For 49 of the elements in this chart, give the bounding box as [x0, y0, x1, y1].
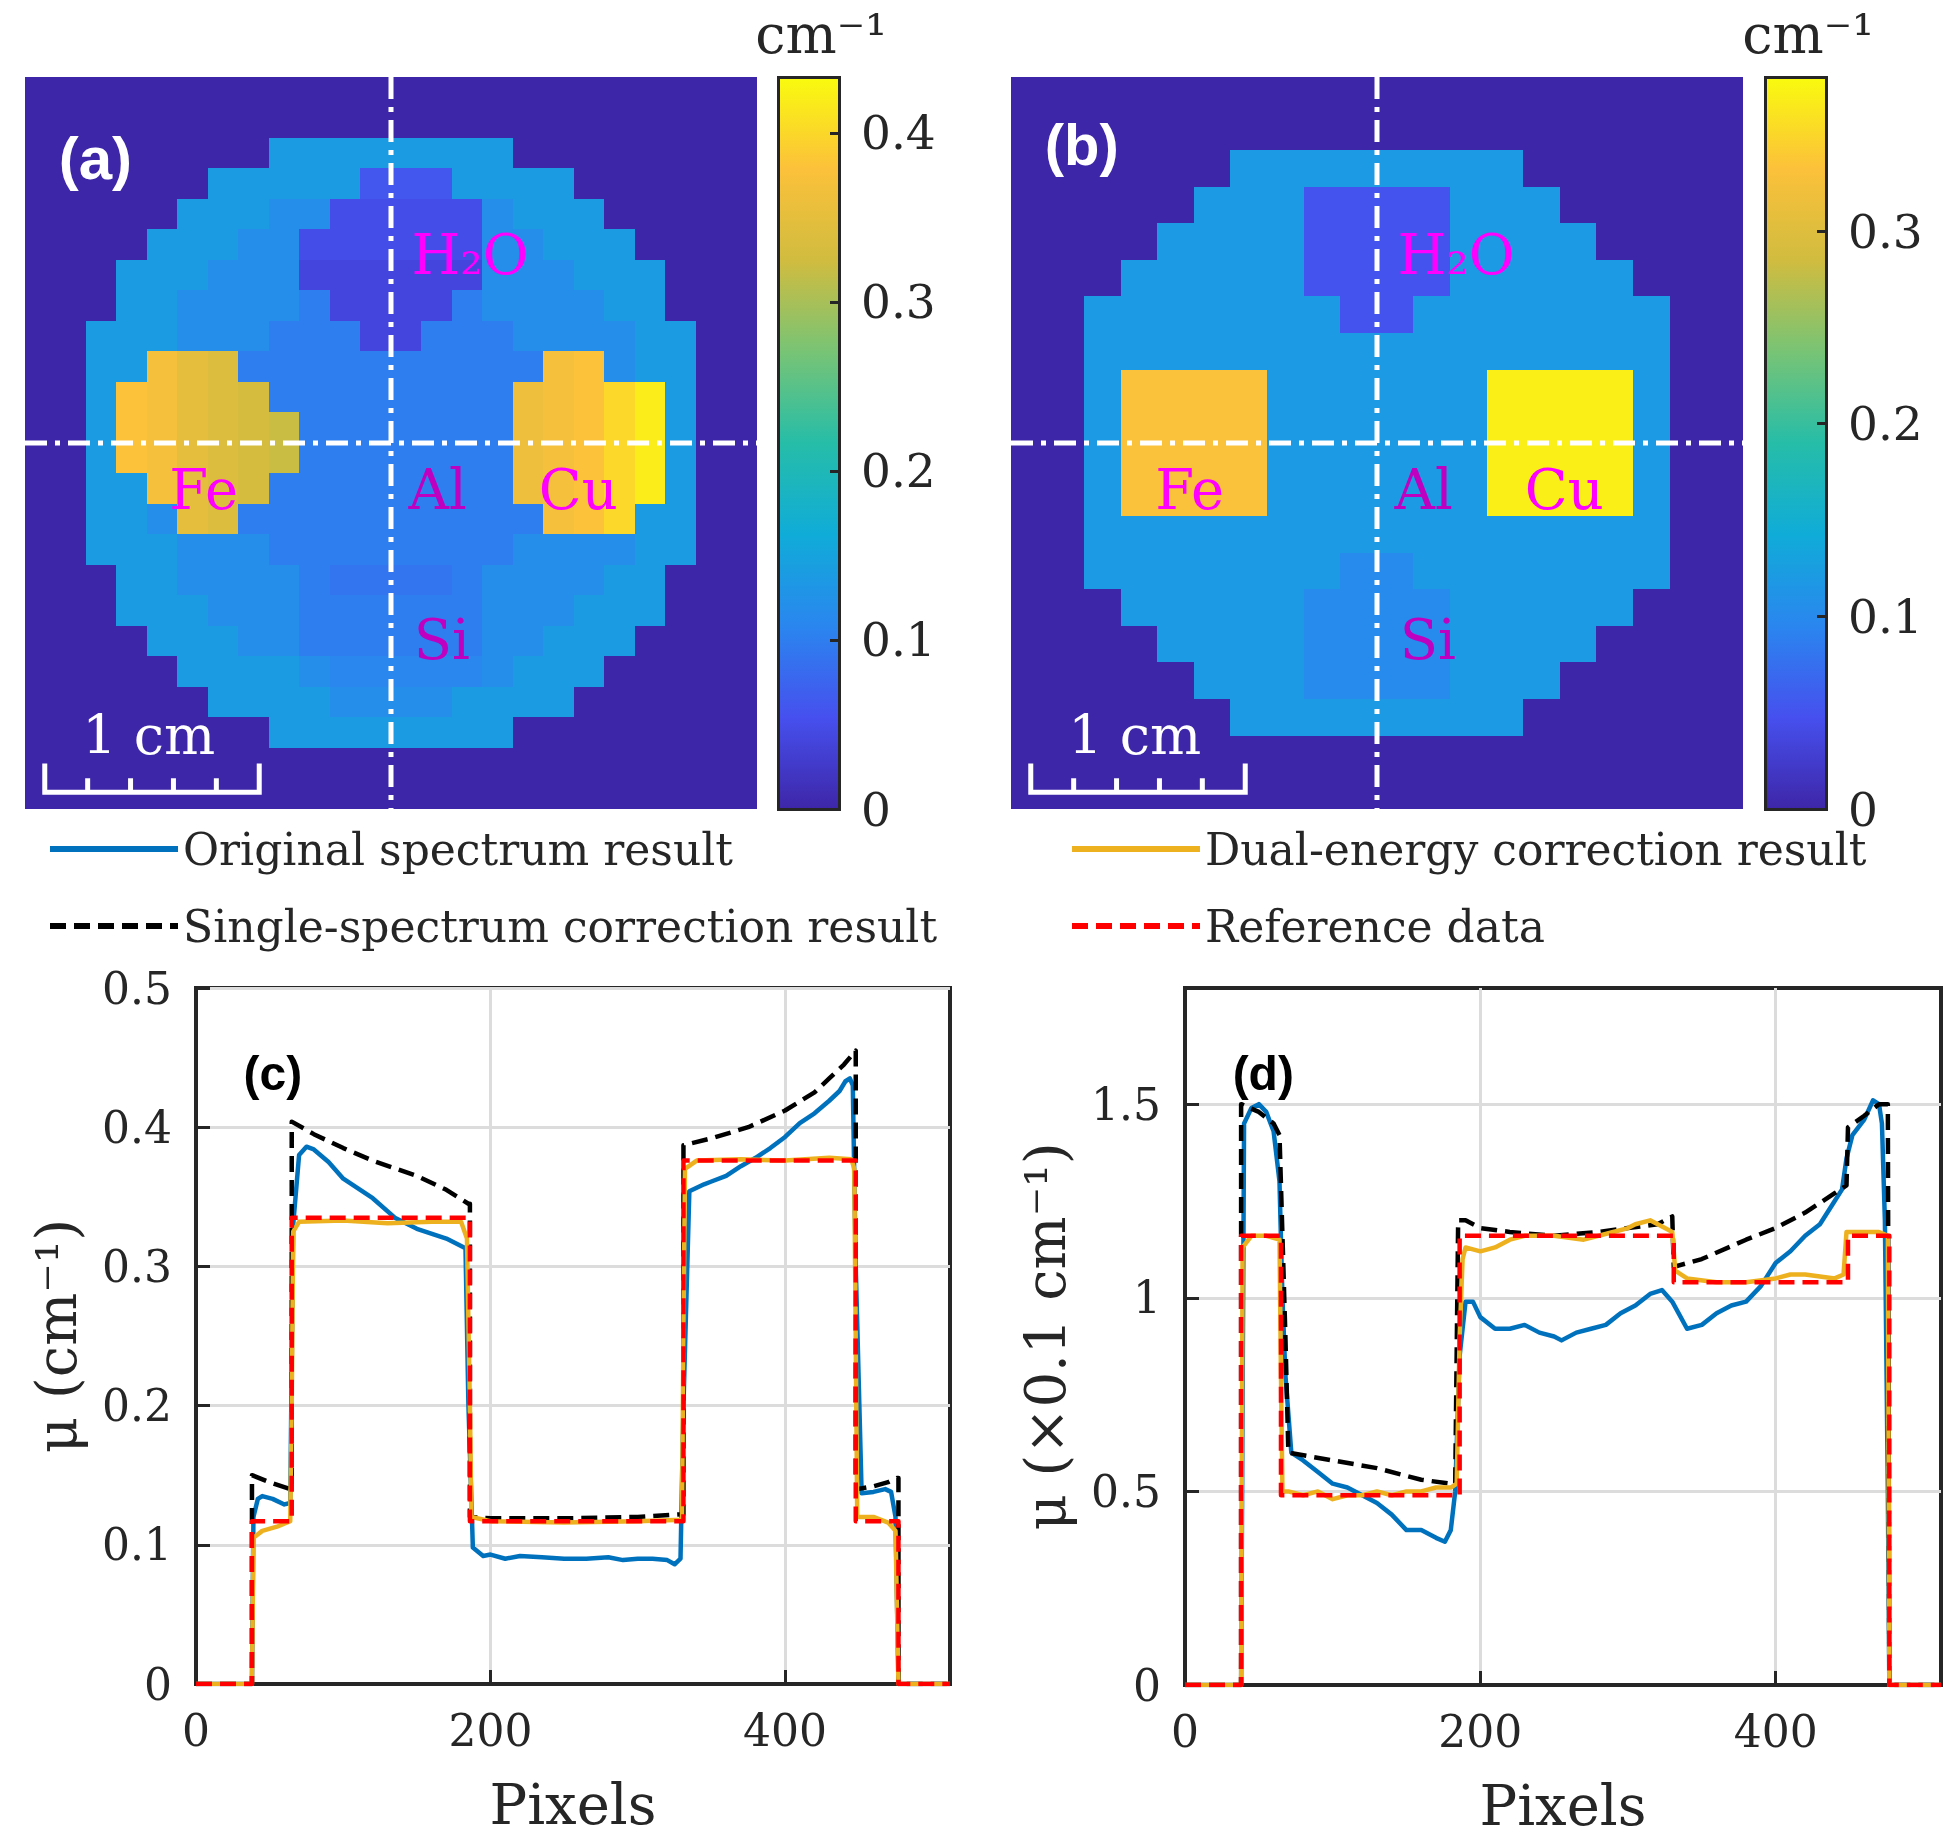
color-bar-label: 0.1 — [1848, 588, 1923, 644]
x-tick-label: 200 — [448, 1704, 533, 1756]
annotation: (a) — [58, 124, 133, 192]
annotation: Cu — [538, 457, 618, 523]
y-axis-title: μ (cm⁻¹) — [23, 1218, 89, 1454]
y-axis-title: μ (×0.1 cm⁻¹) — [1012, 1142, 1078, 1531]
y-tick-label: 0 — [1133, 1659, 1161, 1711]
x-tick-label: 400 — [743, 1704, 828, 1756]
x-axis-title: Pixels — [489, 1771, 657, 1837]
y-tick-label: 1.5 — [1091, 1078, 1161, 1130]
x-tick-label: 0 — [182, 1704, 210, 1756]
color-bar-label: 0.4 — [861, 105, 936, 161]
color-bar-label: 0.3 — [861, 274, 936, 330]
x-axis-title: Pixels — [1479, 1772, 1647, 1838]
annotation: 1 cm — [1068, 703, 1202, 767]
color-bar-label: 0.1 — [861, 612, 936, 668]
color-bar-label: 0.2 — [1848, 396, 1923, 452]
annotation: (d) — [1232, 1047, 1294, 1101]
y-tick-label: 0.5 — [102, 962, 172, 1014]
x-tick-label: 0 — [1171, 1705, 1199, 1757]
annotation: Al — [407, 457, 467, 523]
color-bar-label: 0.3 — [1848, 203, 1923, 259]
annotation: (c) — [243, 1047, 303, 1101]
x-tick-label: 400 — [1733, 1705, 1818, 1757]
annotation: (b) — [1044, 111, 1119, 177]
legend-label: Single-spectrum correction result — [183, 900, 938, 952]
annotation: Fe — [1155, 457, 1225, 523]
annotation: Si — [1399, 606, 1456, 672]
y-tick-label: 0.3 — [102, 1240, 172, 1292]
y-tick-label: 0.2 — [102, 1380, 172, 1432]
legend-label: Reference data — [1205, 900, 1545, 952]
annotation: Fe — [169, 457, 239, 523]
color-bar-label: 0 — [861, 781, 891, 837]
annotation: 1 cm — [82, 703, 216, 767]
y-tick-label: 0.4 — [102, 1101, 172, 1153]
color-bar-title: cm⁻¹ — [1742, 2, 1874, 66]
annotation: H₂O — [411, 222, 529, 288]
y-tick-label: 0.5 — [1091, 1465, 1161, 1517]
y-tick-label: 1 — [1133, 1272, 1161, 1324]
annotation: Si — [413, 606, 470, 672]
legend-label: Original spectrum result — [183, 823, 734, 875]
annotation: H₂O — [1397, 222, 1515, 288]
y-tick-label: 0 — [144, 1658, 172, 1710]
annotation: Al — [1393, 457, 1453, 523]
x-tick-label: 200 — [1438, 1705, 1523, 1757]
color-bar-title: cm⁻¹ — [755, 2, 887, 66]
y-tick-label: 0.1 — [102, 1519, 172, 1571]
color-bar-label: 0.2 — [861, 443, 936, 499]
annotation: Cu — [1524, 457, 1604, 523]
